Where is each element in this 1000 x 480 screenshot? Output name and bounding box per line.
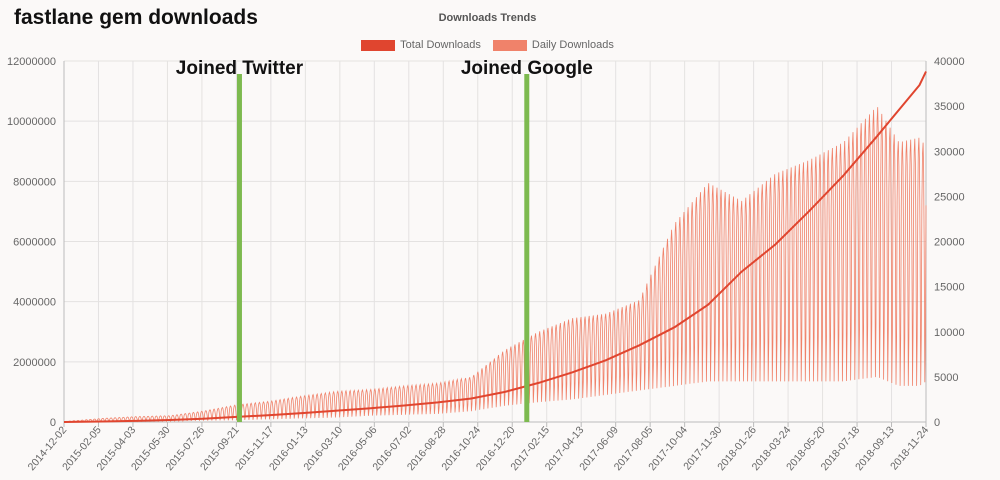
- y-tick-right: 30000: [934, 146, 965, 158]
- y-tick-left: 12000000: [7, 56, 56, 68]
- legend-swatch-daily: [492, 39, 527, 51]
- y-tick-left: 6000000: [13, 237, 56, 249]
- series-line-daily-downloads: [63, 107, 927, 423]
- annotation-label-0: Joined Twitter: [176, 58, 304, 79]
- y-tick-left: 8000000: [13, 176, 56, 188]
- chart-title: Downloads Trends: [438, 12, 537, 24]
- y-tick-left: 10000000: [7, 116, 56, 128]
- y-tick-right: 5000: [934, 372, 958, 384]
- series-line-total-downloads: [63, 71, 927, 423]
- y-tick-left: 4000000: [13, 297, 56, 309]
- legend-label-total: Total Downloads: [400, 39, 481, 51]
- page-title: fastlane gem downloads: [14, 6, 258, 29]
- legend-label-daily: Daily Downloads: [531, 39, 614, 51]
- y-tick-right: 20000: [934, 237, 965, 249]
- y-tick-right: 35000: [934, 101, 965, 113]
- y-tick-right: 0: [934, 417, 940, 429]
- legend-item-daily-downloads[interactable]: Daily Downloads: [492, 39, 614, 51]
- legend-swatch-total: [361, 39, 396, 51]
- legend-item-total-downloads[interactable]: Total Downloads: [361, 39, 481, 51]
- y-tick-left: 2000000: [13, 357, 56, 369]
- chart-legend: Total Downloads Daily Downloads: [0, 39, 975, 51]
- y-tick-left: 0: [50, 417, 56, 429]
- y-tick-right: 10000: [934, 327, 965, 339]
- y-tick-right: 25000: [934, 191, 965, 203]
- y-tick-right: 15000: [934, 282, 965, 294]
- y-tick-right: 40000: [934, 56, 965, 68]
- annotation-label-1: Joined Google: [461, 58, 593, 79]
